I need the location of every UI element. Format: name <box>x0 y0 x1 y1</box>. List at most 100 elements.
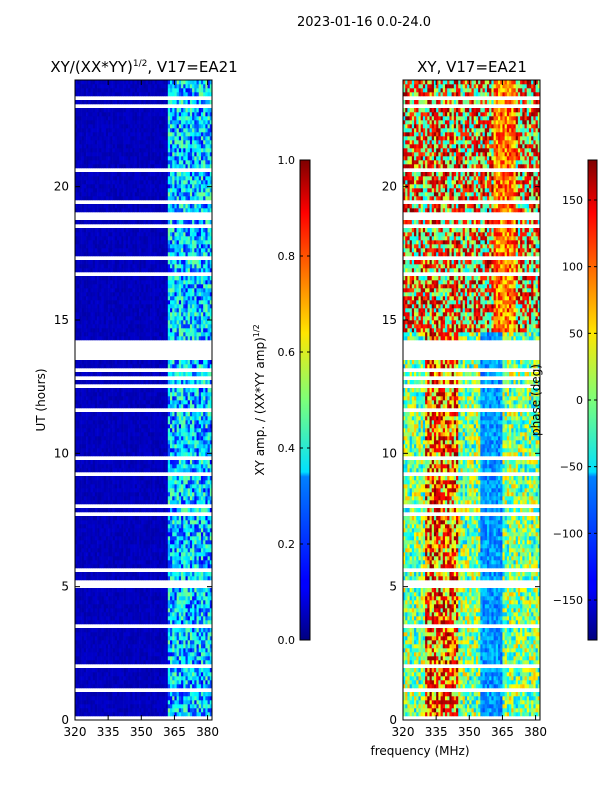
heatmap-cell <box>139 636 142 641</box>
heatmap-cell <box>88 576 91 581</box>
heatmap-cell <box>185 696 188 701</box>
heatmap-cell <box>105 628 109 633</box>
heatmap-cell <box>207 448 211 453</box>
heatmap-cell <box>145 588 149 593</box>
heatmap-cell <box>128 464 131 469</box>
heatmap-cell <box>90 440 93 445</box>
heatmap-cell <box>147 696 151 701</box>
amp-heatmap[interactable] <box>75 80 213 717</box>
heatmap-cell <box>165 696 169 701</box>
heatmap-cell <box>143 592 147 597</box>
heatmap-cell <box>130 636 133 641</box>
heatmap-cell <box>134 656 138 661</box>
heatmap-cell <box>105 480 109 485</box>
heatmap-cell <box>90 320 93 325</box>
heatmap-cell <box>97 468 100 473</box>
heatmap-cell <box>178 540 182 545</box>
heatmap-cell <box>130 588 133 593</box>
heatmap-cell <box>121 712 124 717</box>
heatmap-cell <box>161 680 164 685</box>
heatmap-cell <box>130 468 133 473</box>
heatmap-cell <box>139 336 142 341</box>
heatmap-cell <box>105 448 109 453</box>
heatmap-cell <box>185 588 188 593</box>
heatmap-cell <box>154 328 158 333</box>
heatmap-cell <box>141 600 144 605</box>
heatmap-cell <box>143 388 147 393</box>
heatmap-cell <box>183 460 186 465</box>
heatmap-cell <box>170 320 173 325</box>
heatmap-cell <box>152 324 155 329</box>
heatmap-cell <box>90 424 93 429</box>
heatmap-cell <box>114 648 118 653</box>
heatmap-cell <box>165 572 169 577</box>
heatmap-cell <box>176 632 180 637</box>
heatmap-cell <box>163 696 166 701</box>
heatmap-cell <box>145 708 149 713</box>
heatmap-cell <box>103 564 107 569</box>
heatmap-cell <box>185 520 188 525</box>
heatmap-cell <box>161 620 164 625</box>
heatmap-cell <box>203 560 206 565</box>
heatmap-cell <box>187 560 191 565</box>
heatmap-cell <box>163 460 166 465</box>
heatmap-cell <box>94 544 98 549</box>
heatmap-cell <box>145 668 149 673</box>
heatmap-cell <box>200 536 204 541</box>
heatmap-cell <box>114 556 118 561</box>
heatmap-cell <box>200 360 204 365</box>
heatmap-cell <box>187 548 191 553</box>
heatmap-cell <box>178 392 182 397</box>
heatmap-cell <box>152 604 155 609</box>
heatmap-cell <box>94 492 98 497</box>
heatmap-cell <box>152 668 155 673</box>
heatmap-cell <box>99 428 102 433</box>
heatmap-cell <box>99 320 102 325</box>
heatmap-cell <box>200 616 204 621</box>
heatmap-cell <box>110 652 113 657</box>
heatmap-cell <box>194 564 197 569</box>
heatmap-cell <box>205 660 208 665</box>
heatmap-cell <box>134 336 138 341</box>
heatmap-cell <box>123 400 127 405</box>
heatmap-cell <box>110 360 113 365</box>
heatmap-cell <box>207 540 211 545</box>
heatmap-cell <box>181 500 184 505</box>
heatmap-cell <box>83 524 87 529</box>
heatmap-cell <box>108 520 111 525</box>
heatmap-cell <box>112 636 116 641</box>
heatmap-cell <box>207 620 211 625</box>
heatmap-cell <box>152 440 155 445</box>
heatmap-cell <box>165 476 169 481</box>
heatmap-cell <box>145 524 149 529</box>
heatmap-cell <box>178 388 182 393</box>
heatmap-cell <box>128 480 131 485</box>
heatmap-cell <box>158 604 162 609</box>
heatmap-cell <box>170 412 173 417</box>
heatmap-cell <box>200 588 204 593</box>
heatmap-cell <box>152 396 155 401</box>
heatmap-cell <box>165 412 169 417</box>
heatmap-cell <box>119 416 122 421</box>
heatmap-cell <box>200 552 204 557</box>
heatmap-cell <box>75 704 78 709</box>
heatmap-cell <box>99 448 102 453</box>
heatmap-cell <box>99 700 102 705</box>
heatmap-cell <box>99 464 102 469</box>
heatmap-cell <box>132 404 135 409</box>
heatmap-cell <box>165 404 169 409</box>
heatmap-cell <box>152 424 155 429</box>
heatmap-cell <box>103 632 107 637</box>
heatmap-cell <box>207 632 211 637</box>
heatmap-cell <box>161 496 164 501</box>
heatmap-cell <box>167 396 171 401</box>
heatmap-cell <box>141 508 144 513</box>
heatmap-cell <box>97 360 100 365</box>
heatmap-cell <box>178 416 182 421</box>
heatmap-cell <box>150 612 153 617</box>
heatmap-cell <box>194 420 197 425</box>
heatmap-cell <box>108 412 111 417</box>
heatmap-cell <box>77 524 80 529</box>
heatmap-cell <box>203 700 206 705</box>
heatmap-cell <box>86 516 89 521</box>
